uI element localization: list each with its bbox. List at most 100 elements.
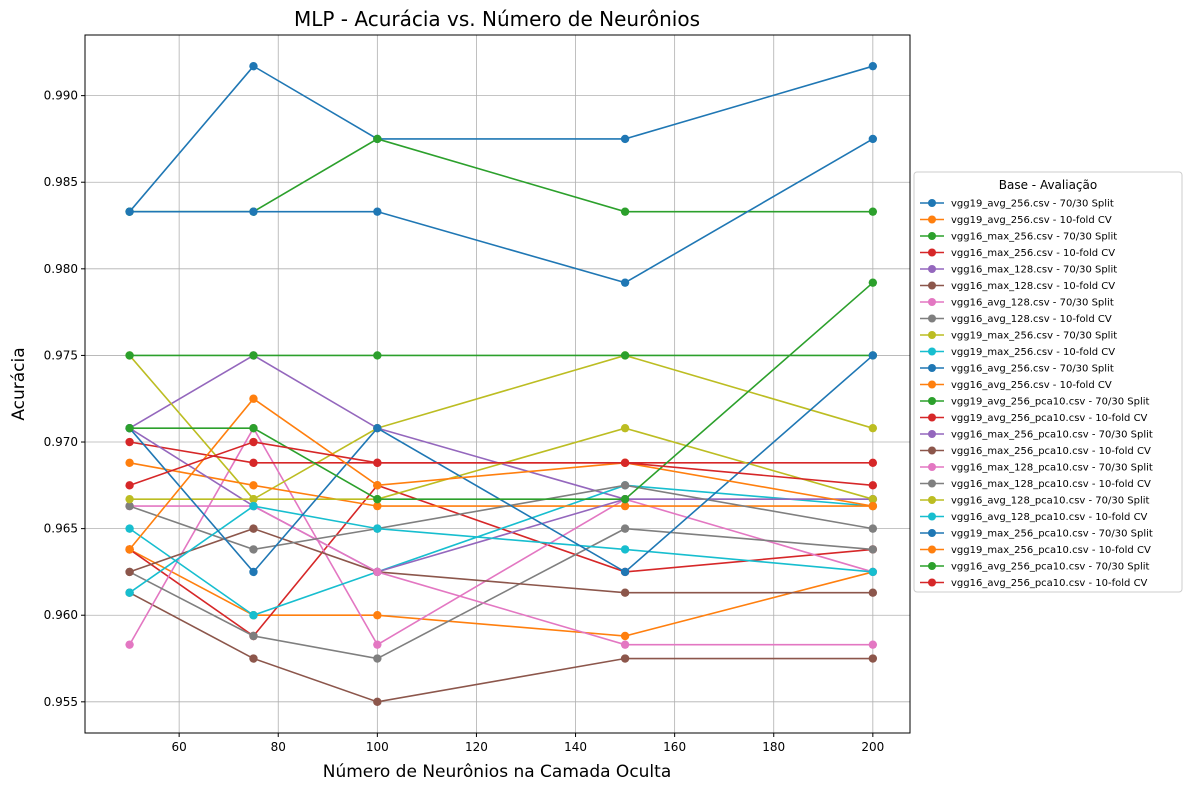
legend-entry: vgg19_avg_256.csv - 70/30 Split — [920, 199, 1114, 210]
legend-marker — [928, 232, 936, 240]
data-point — [868, 207, 878, 216]
data-point — [249, 654, 258, 663]
data-point — [373, 207, 382, 216]
legend: Base - Avaliação vgg19_avg_256.csv - 70/… — [913, 171, 1183, 593]
legend-marker — [928, 298, 936, 306]
legend-marker — [928, 479, 936, 488]
plot-frame — [84, 34, 911, 734]
x-tick-label: 140 — [564, 740, 587, 754]
data-point — [868, 481, 878, 490]
legend-label: vgg16_max_256_pca10.csv - 70/30 Split — [951, 430, 1153, 441]
data-point — [249, 631, 258, 641]
x-axis-title: Número de Neurônios na Camada Oculta — [323, 762, 672, 782]
legend-marker — [928, 199, 936, 207]
legend-label: vgg16_max_256.csv - 70/30 Split — [951, 232, 1117, 243]
data-point — [868, 567, 878, 577]
legend-marker — [928, 512, 936, 521]
legend-box — [913, 171, 1183, 593]
legend-label: vgg19_max_256_pca10.csv - 10-fold CV — [951, 545, 1151, 556]
data-point — [249, 458, 258, 468]
legend-marker — [928, 446, 936, 455]
data-point — [620, 481, 630, 490]
legend-marker — [928, 578, 936, 587]
y-tick-label: 0.955 — [44, 695, 78, 709]
data-point — [868, 423, 878, 433]
data-point — [373, 524, 382, 533]
data-point — [620, 524, 630, 533]
legend-label: vgg16_max_128_pca10.csv - 70/30 Split — [951, 463, 1153, 474]
series-8 — [125, 524, 878, 663]
data-point — [620, 134, 630, 144]
legend-marker — [928, 364, 936, 372]
data-point — [249, 524, 258, 533]
data-point — [125, 524, 134, 533]
legend-entry: vgg19_max_256.csv - 70/30 Split — [920, 331, 1117, 342]
legend-entry: vgg19_max_256_pca10.csv - 70/30 Split — [920, 529, 1153, 540]
data-point — [373, 458, 382, 468]
data-point — [125, 640, 134, 649]
data-point — [373, 423, 382, 433]
legend-entry: vgg16_avg_128_pca10.csv - 10-fold CV — [920, 512, 1148, 523]
data-point — [373, 567, 382, 577]
data-point — [620, 545, 630, 554]
data-point — [249, 481, 258, 490]
legend-label: vgg19_max_256.csv - 10-fold CV — [951, 347, 1115, 358]
y-tick-label: 0.980 — [44, 262, 78, 276]
data-point — [125, 207, 134, 216]
series-22 — [125, 394, 878, 554]
data-point — [249, 61, 258, 71]
data-point — [125, 567, 134, 577]
data-point — [620, 501, 630, 511]
legend-marker — [928, 265, 936, 273]
legend-label: vgg16_max_256_pca10.csv - 10-fold CV — [951, 446, 1151, 457]
legend-title: Base - Avaliação — [999, 178, 1097, 192]
x-axis: 60 80 100 120 140 160 180 200 — [172, 733, 884, 754]
legend-marker — [928, 215, 936, 224]
legend-entry: vgg19_avg_256_pca10.csv - 70/30 Split — [920, 397, 1150, 408]
data-point — [868, 640, 878, 649]
data-point — [249, 437, 258, 447]
data-point — [249, 567, 258, 577]
data-point — [373, 481, 382, 490]
legend-entry: vgg19_avg_256_pca10.csv - 10-fold CV — [920, 413, 1148, 424]
legend-entry: vgg16_max_128_pca10.csv - 70/30 Split — [920, 463, 1153, 474]
data-point — [868, 494, 878, 504]
y-axis-title: Acurácia — [9, 347, 29, 420]
data-point — [868, 134, 878, 144]
legend-entry: vgg16_avg_256_pca10.csv - 70/30 Split — [920, 562, 1150, 573]
data-point — [620, 631, 630, 641]
series-20 — [125, 501, 878, 597]
data-point — [620, 640, 630, 649]
data-point — [868, 351, 878, 360]
data-point — [620, 278, 630, 287]
legend-label: vgg16_avg_128_pca10.csv - 10-fold CV — [951, 512, 1148, 523]
series-13 — [125, 351, 878, 360]
chart-title: MLP - Acurácia vs. Número de Neurônios — [294, 7, 700, 31]
legend-marker — [928, 248, 936, 257]
legend-entry: vgg16_avg_128_pca10.csv - 70/30 Split — [920, 496, 1150, 507]
series-24 — [125, 437, 878, 490]
legend-label: vgg16_max_128.csv - 70/30 Split — [951, 265, 1117, 276]
plot-area — [84, 34, 911, 734]
data-point — [868, 278, 878, 287]
legend-entry: vgg16_max_128.csv - 10-fold CV — [920, 281, 1115, 292]
legend-label: vgg16_avg_128_pca10.csv - 70/30 Split — [951, 496, 1150, 507]
x-tick-label: 180 — [762, 740, 785, 754]
data-point — [620, 207, 630, 216]
legend-label: vgg19_max_256.csv - 70/30 Split — [951, 331, 1117, 342]
legend-label: vgg16_avg_256.csv - 70/30 Split — [951, 364, 1114, 375]
legend-marker — [928, 413, 936, 422]
legend-entry: vgg16_max_256.csv - 70/30 Split — [920, 232, 1117, 243]
legend-marker — [928, 331, 936, 339]
legend-entry: vgg16_avg_256.csv - 70/30 Split — [920, 364, 1114, 375]
data-point — [125, 501, 134, 511]
data-point — [620, 494, 630, 504]
y-tick-label: 0.975 — [44, 348, 78, 362]
legend-entry: vgg16_avg_128.csv - 70/30 Split — [920, 298, 1114, 309]
series-21 — [125, 351, 878, 577]
x-tick-label: 120 — [465, 740, 488, 754]
data-point — [868, 61, 878, 71]
legend-entry: vgg19_avg_256.csv - 10-fold CV — [920, 215, 1112, 226]
legend-label: vgg16_avg_128.csv - 10-fold CV — [951, 314, 1112, 325]
legend-entry: vgg16_max_256_pca10.csv - 10-fold CV — [920, 446, 1151, 457]
